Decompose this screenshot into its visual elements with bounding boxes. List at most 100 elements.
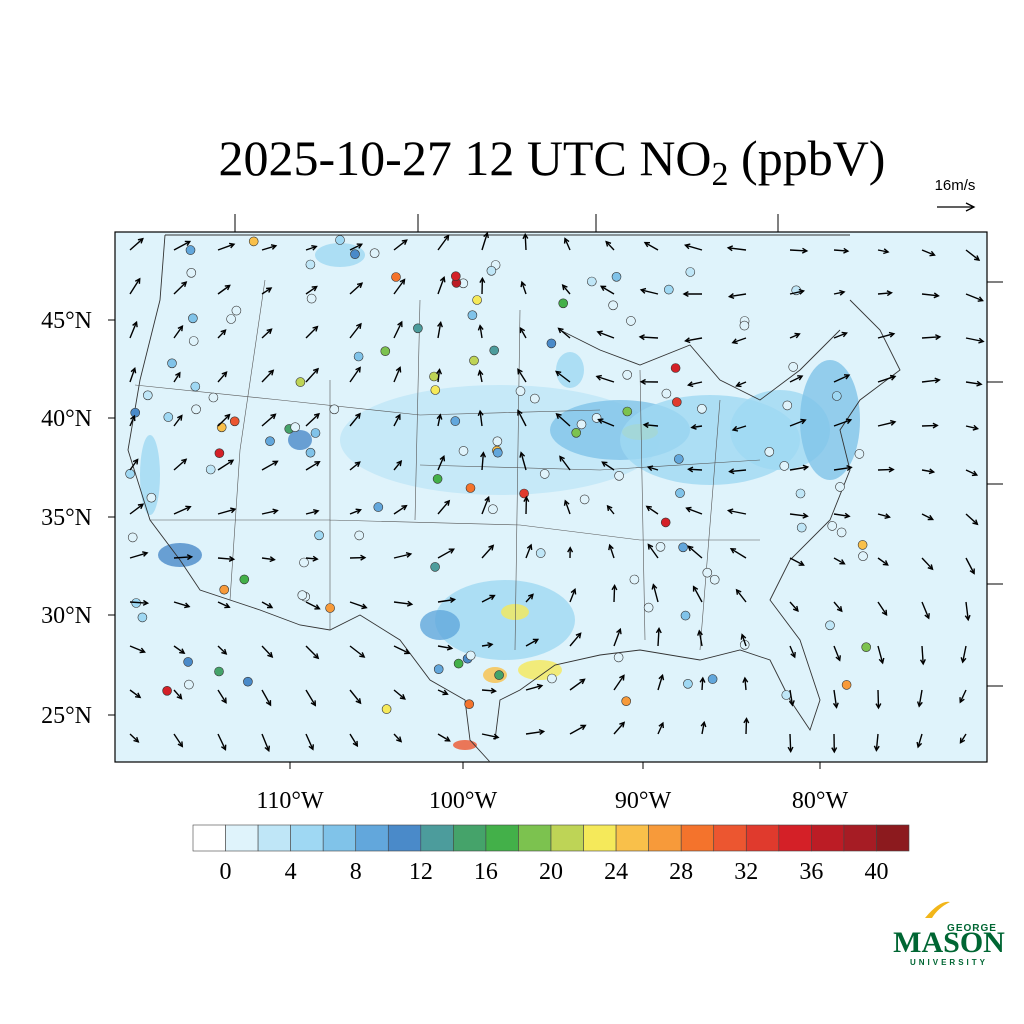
wind-arrow bbox=[173, 240, 191, 251]
station bbox=[413, 323, 423, 334]
wind-arrow bbox=[481, 545, 494, 559]
wind-arrowhead bbox=[579, 678, 586, 685]
wind-arrow bbox=[520, 452, 527, 471]
wind-arrowhead bbox=[597, 418, 604, 424]
wind-arrowhead bbox=[142, 599, 150, 606]
wind-arrowhead bbox=[608, 543, 614, 551]
wind-arrowhead bbox=[439, 276, 446, 283]
wind-arrow bbox=[564, 500, 571, 515]
wind-arrowhead bbox=[355, 508, 362, 515]
wind-arrowhead bbox=[933, 292, 940, 299]
wind-arrowhead bbox=[619, 721, 626, 728]
wind-arrow bbox=[833, 419, 852, 427]
station bbox=[163, 412, 174, 422]
station bbox=[788, 362, 799, 372]
wind-arrow bbox=[833, 557, 845, 565]
colorbar: 0 4 8 12 16 20 24 28 32 36 40 bbox=[192, 824, 910, 885]
wind-arrow bbox=[173, 556, 192, 559]
wind-arrowhead bbox=[555, 370, 562, 377]
wind-arrow bbox=[921, 249, 935, 256]
wind-arrow bbox=[261, 413, 276, 427]
wind-arrow bbox=[730, 548, 747, 559]
wind-arrowhead bbox=[401, 504, 408, 511]
wind-arrow bbox=[789, 375, 803, 383]
wind-arrowhead bbox=[888, 331, 896, 338]
station bbox=[539, 469, 550, 479]
wind-arrow bbox=[833, 689, 838, 708]
wind-arrowhead bbox=[802, 464, 810, 471]
wind-arrowhead bbox=[132, 458, 139, 465]
wind-arrow bbox=[701, 678, 704, 691]
wind-arrow bbox=[921, 645, 924, 664]
wind-arrowhead bbox=[690, 423, 697, 430]
wind-arrowhead bbox=[228, 242, 236, 249]
wind-arrow bbox=[598, 418, 615, 427]
wind-arrowhead bbox=[697, 629, 703, 636]
wind-arrowhead bbox=[890, 419, 897, 426]
wind-arrow bbox=[701, 722, 705, 735]
wind-arrowhead bbox=[221, 648, 228, 655]
wind-arrowhead bbox=[919, 659, 926, 666]
wind-arrowhead bbox=[686, 381, 694, 388]
wind-arrowhead bbox=[526, 543, 533, 550]
station bbox=[467, 310, 478, 321]
wind-arrowhead bbox=[646, 465, 654, 472]
station bbox=[265, 436, 275, 447]
wind-arrow bbox=[481, 594, 495, 603]
lon-label: 90°W bbox=[615, 788, 672, 814]
wind-arrowhead bbox=[130, 414, 136, 422]
wind-arrow bbox=[217, 733, 227, 750]
wind-arrow bbox=[173, 506, 191, 515]
wind-arrowhead bbox=[606, 504, 613, 512]
wind-arrow bbox=[525, 684, 543, 691]
wind-arrow bbox=[556, 413, 571, 427]
colorbar-box bbox=[583, 824, 617, 852]
wind-arrow bbox=[691, 425, 703, 429]
station bbox=[465, 483, 476, 493]
colorbar-tick-label: 28 bbox=[669, 859, 693, 885]
station bbox=[188, 313, 198, 324]
wind-arrow bbox=[877, 375, 896, 383]
wind-arrowhead bbox=[559, 455, 565, 462]
wind-arrowhead bbox=[313, 509, 320, 515]
wind-arrowhead bbox=[395, 366, 402, 373]
station bbox=[335, 235, 345, 245]
station bbox=[214, 666, 224, 677]
wind-arrowhead bbox=[396, 736, 403, 743]
wind-arrow bbox=[217, 371, 228, 383]
wind-arrowhead bbox=[177, 325, 184, 332]
wind-arrowhead bbox=[405, 552, 413, 558]
wind-arrowhead bbox=[310, 700, 317, 707]
wind-arrow bbox=[789, 513, 808, 517]
colorbar-box bbox=[680, 824, 715, 852]
wind-arrowhead bbox=[489, 594, 496, 601]
station bbox=[825, 620, 835, 631]
wind-arrowhead bbox=[270, 244, 278, 250]
wind-arrow bbox=[729, 293, 747, 298]
station bbox=[671, 397, 682, 407]
wind-arrow bbox=[437, 369, 441, 383]
wind-arrow bbox=[129, 459, 139, 471]
wind-arrowhead bbox=[142, 551, 149, 557]
wind-arrow bbox=[877, 645, 884, 664]
wind-arrow bbox=[652, 584, 659, 603]
wind-arrow bbox=[789, 290, 804, 295]
wind-arrowhead bbox=[133, 736, 140, 743]
wind-arrow bbox=[525, 638, 539, 647]
wind-arrowhead bbox=[181, 281, 188, 288]
station bbox=[146, 492, 157, 503]
station bbox=[205, 464, 216, 475]
wind-arrowhead bbox=[875, 703, 882, 710]
wind-arrow bbox=[261, 733, 270, 751]
wind-arrow bbox=[728, 509, 747, 515]
wind-arrowhead bbox=[270, 413, 277, 420]
wind-key-arrow bbox=[937, 202, 976, 212]
colorbar-box bbox=[257, 824, 291, 852]
station bbox=[782, 400, 793, 411]
colorbar-box bbox=[485, 824, 519, 852]
wind-arrowhead bbox=[563, 237, 570, 244]
station bbox=[450, 271, 461, 282]
wind-arrowhead bbox=[971, 470, 979, 477]
no2-blob bbox=[140, 435, 160, 515]
